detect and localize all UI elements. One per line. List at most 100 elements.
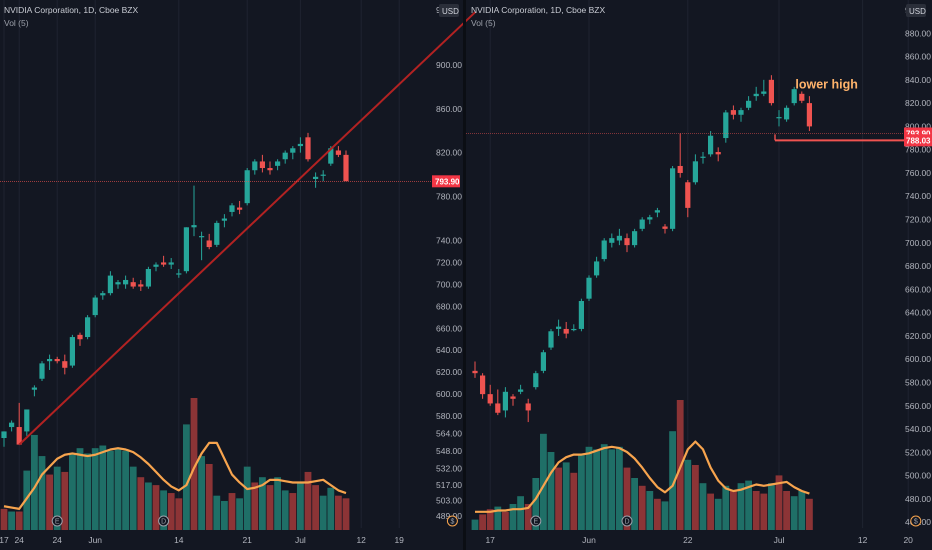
- event-marker-label[interactable]: D: [624, 519, 629, 526]
- event-marker-circle[interactable]: [446, 515, 458, 527]
- candle-body: [723, 112, 729, 139]
- candle-body: [161, 262, 167, 265]
- date-tick-label[interactable]: 24: [14, 535, 24, 545]
- event-marker[interactable]: D: [621, 515, 633, 527]
- event-marker-label[interactable]: $: [450, 519, 454, 526]
- event-markers-right[interactable]: E D $: [530, 515, 922, 527]
- event-marker[interactable]: E: [530, 515, 542, 527]
- price-tick-label[interactable]: 580.00: [436, 411, 462, 421]
- date-tick-label[interactable]: 12: [858, 535, 868, 545]
- price-tick-label[interactable]: 520.00: [905, 447, 931, 457]
- price-tick-label[interactable]: 620.00: [905, 331, 931, 341]
- currency-button-right[interactable]: USD: [906, 4, 926, 17]
- event-marker-circle[interactable]: [530, 515, 542, 527]
- date-tick-label[interactable]: 17: [0, 535, 9, 545]
- currency-badge-left[interactable]: [439, 4, 459, 17]
- price-tick-label[interactable]: 820.00: [436, 148, 462, 158]
- price-tick-label[interactable]: 600.00: [436, 389, 462, 399]
- price-tick-label[interactable]: 564.00: [436, 429, 462, 439]
- price-tick-label[interactable]: 503.00: [436, 496, 462, 506]
- price-tick-label[interactable]: 660.00: [436, 323, 462, 333]
- price-axis-left[interactable]: 489.00 503.00 517.00 532.00 548.00 564.00 580.…: [436, 5, 462, 521]
- price-tick-label[interactable]: 489.00: [436, 511, 462, 521]
- price-tick-label[interactable]: 9: [436, 5, 441, 15]
- trendline-left[interactable]: [18, 11, 476, 446]
- price-tick-label[interactable]: 740.00: [905, 191, 931, 201]
- price-tick-label[interactable]: 640.00: [436, 345, 462, 355]
- price-tick-label[interactable]: 760.00: [905, 168, 931, 178]
- candle: [806, 96, 812, 132]
- price-tick-label[interactable]: 800.00: [905, 121, 931, 131]
- price-tick-label[interactable]: 580.00: [905, 377, 931, 387]
- price-axis-right[interactable]: 460.00480.00500.00520.00540.00560.00580.…: [905, 5, 931, 527]
- date-tick-label[interactable]: Jun: [582, 535, 596, 545]
- currency-label-right[interactable]: USD: [909, 7, 926, 16]
- candle: [799, 91, 805, 104]
- price-tick-label[interactable]: 900.00: [436, 60, 462, 70]
- price-tick-label[interactable]: 680.00: [436, 301, 462, 311]
- event-marker-circle[interactable]: [51, 515, 63, 527]
- price-tick-label[interactable]: 700.00: [436, 279, 462, 289]
- event-markers-left[interactable]: E D $: [51, 515, 458, 527]
- pane-divider[interactable]: [463, 0, 466, 550]
- price-tick-label[interactable]: 840.00: [905, 75, 931, 85]
- date-tick-label[interactable]: 17: [485, 535, 495, 545]
- price-tick-label[interactable]: 517.00: [436, 480, 462, 490]
- price-tick-label[interactable]: 860.00: [905, 52, 931, 62]
- event-marker-circle[interactable]: [158, 515, 170, 527]
- price-tick-label[interactable]: 860.00: [436, 104, 462, 114]
- date-tick-label[interactable]: Jul: [295, 535, 306, 545]
- price-tick-label[interactable]: 740.00: [436, 235, 462, 245]
- candle: [161, 255, 167, 267]
- date-tick-label[interactable]: 12: [356, 535, 366, 545]
- date-tick-label[interactable]: 19: [394, 535, 404, 545]
- price-tick-label[interactable]: 532.00: [436, 464, 462, 474]
- price-tick-label[interactable]: 680.00: [905, 261, 931, 271]
- candle-body: [518, 389, 524, 392]
- uptrend-line[interactable]: [18, 11, 476, 446]
- date-tick-label[interactable]: Jun: [88, 535, 102, 545]
- price-tick-label[interactable]: 720.00: [436, 257, 462, 267]
- price-tick-label[interactable]: 480.00: [905, 494, 931, 504]
- date-tick-label[interactable]: 21: [242, 535, 252, 545]
- lower-high-annotation[interactable]: lower high: [795, 77, 858, 91]
- price-tick-label[interactable]: 548.00: [436, 446, 462, 456]
- volume-bar: [274, 477, 281, 530]
- date-tick-label[interactable]: 14: [174, 535, 184, 545]
- event-marker-circle[interactable]: [910, 515, 922, 527]
- event-marker-label[interactable]: E: [55, 519, 60, 526]
- price-tick-label[interactable]: 780.00: [905, 145, 931, 155]
- price-tick-label[interactable]: 620.00: [436, 367, 462, 377]
- event-marker-circle[interactable]: [621, 515, 633, 527]
- price-tick-label[interactable]: 780.00: [436, 192, 462, 202]
- time-axis-left[interactable]: 17 24 24 Jun 14 21 Jul 12 19: [0, 535, 404, 545]
- price-tick-label[interactable]: 820.00: [905, 98, 931, 108]
- event-marker-label[interactable]: $: [914, 519, 918, 526]
- price-tick-label[interactable]: 540.00: [905, 424, 931, 434]
- event-marker-label[interactable]: E: [533, 519, 538, 526]
- currency-label-left[interactable]: USD: [442, 7, 459, 16]
- currency-button-left[interactable]: USD: [439, 4, 459, 17]
- price-tick-label[interactable]: 720.00: [905, 215, 931, 225]
- time-axis-right[interactable]: 17 Jun 22 Jul 12 20: [485, 535, 913, 545]
- volume-bar: [707, 493, 714, 530]
- date-tick-label[interactable]: 24: [52, 535, 62, 545]
- price-tick-label[interactable]: 560.00: [905, 401, 931, 411]
- price-tick-label[interactable]: 700.00: [905, 238, 931, 248]
- price-tick-label[interactable]: 640.00: [905, 308, 931, 318]
- event-marker[interactable]: $: [446, 515, 458, 527]
- candle-body: [746, 100, 752, 108]
- event-marker-label[interactable]: D: [161, 519, 166, 526]
- price-tick-label[interactable]: 600.00: [905, 354, 931, 364]
- event-marker[interactable]: $: [910, 515, 922, 527]
- date-tick-label[interactable]: Jul: [774, 535, 785, 545]
- price-tick-label[interactable]: 880.00: [905, 28, 931, 38]
- date-tick-label[interactable]: 20: [903, 535, 913, 545]
- event-marker[interactable]: D: [158, 515, 170, 527]
- price-tick-label[interactable]: 500.00: [905, 471, 931, 481]
- event-marker[interactable]: E: [51, 515, 63, 527]
- date-tick-label[interactable]: 22: [683, 535, 693, 545]
- price-tick-label[interactable]: 660.00: [905, 284, 931, 294]
- currency-badge-right[interactable]: [906, 4, 926, 17]
- candle: [677, 133, 683, 178]
